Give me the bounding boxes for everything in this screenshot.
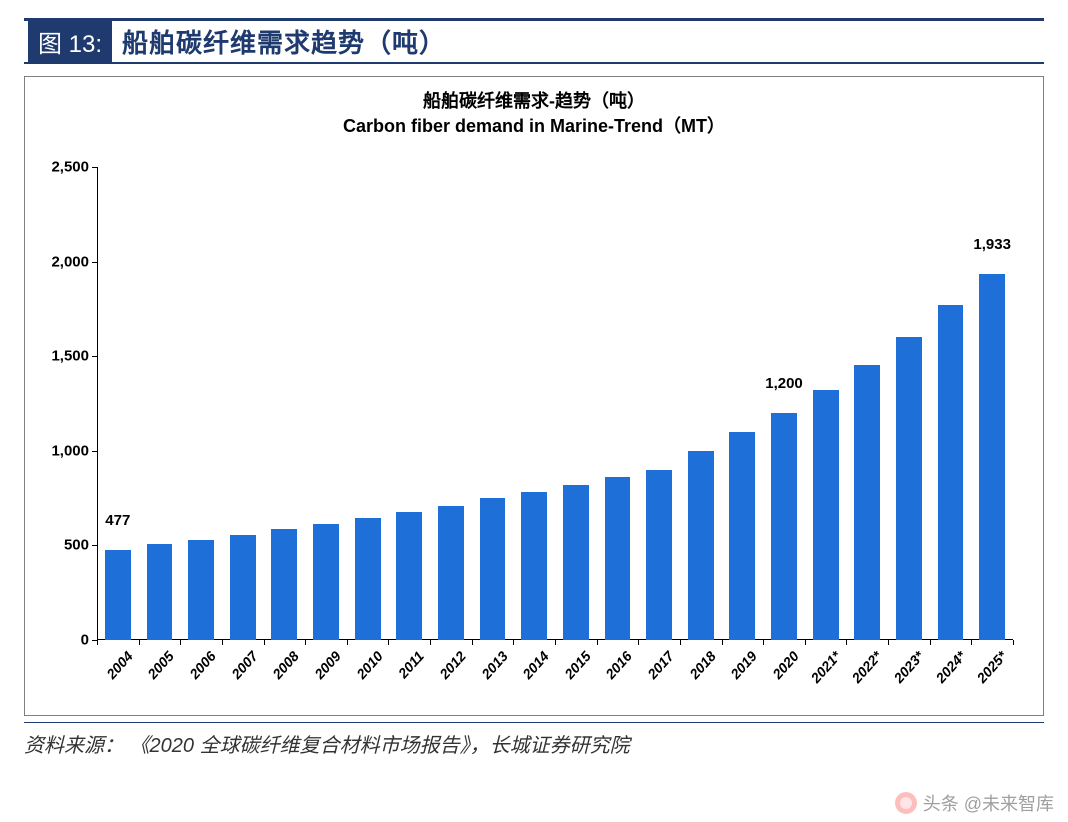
bar [105,550,131,640]
watermark-text: 头条 @未来智库 [923,790,1054,816]
x-axis-label: 2005 [145,648,178,682]
x-axis-label: 2004 [103,648,136,682]
figure-title: 船舶碳纤维需求趋势（吨） [122,23,446,60]
bar [230,535,256,640]
bar [813,390,839,640]
x-axis-label: 2010 [353,648,386,682]
x-tick [472,640,473,645]
source-prefix: 资料来源： [24,735,124,757]
bar [271,529,297,640]
bar-value-label: 477 [105,512,130,529]
y-axis-label: 1,500 [51,348,89,365]
x-axis-label: 2021* [807,648,843,686]
x-axis-label: 2023* [890,648,926,686]
watermark: 头条 @未来智库 [895,790,1054,816]
figure-header: 图 13: 船舶碳纤维需求趋势（吨） [24,18,1044,64]
x-tick [930,640,931,645]
x-axis-label: 2022* [849,648,885,686]
x-tick [347,640,348,645]
bar [396,512,422,640]
y-tick [92,545,97,546]
x-tick [513,640,514,645]
y-tick [92,167,97,168]
x-tick [763,640,764,645]
x-axis-label: 2011 [395,648,427,681]
x-tick [139,640,140,645]
bar [313,524,339,640]
watermark-icon [895,792,917,814]
source-text: 《2020 全球碳纤维复合材料市场报告》，长城证券研究院 [130,735,630,757]
bar [688,451,714,640]
x-tick [722,640,723,645]
x-axis-label: 2008 [270,648,303,682]
bar [188,540,214,640]
bar [729,432,755,640]
bar [938,305,964,640]
source-line-wrap: 资料来源： 《2020 全球碳纤维复合材料市场报告》，长城证券研究院 [24,722,1044,758]
x-axis-label: 2007 [228,648,261,682]
figure-number-badge: 图 13: [28,20,112,63]
y-tick [92,451,97,452]
bars-layer [97,167,1013,640]
bar [480,498,506,640]
bar [147,544,173,640]
x-axis-label: 2006 [186,648,219,682]
x-tick [388,640,389,645]
y-axis-label: 2,000 [51,253,89,270]
x-tick [555,640,556,645]
bar [896,337,922,640]
bar [438,506,464,640]
source-line: 资料来源： 《2020 全球碳纤维复合材料市场报告》，长城证券研究院 [24,729,1044,758]
x-tick [305,640,306,645]
bar-value-label: 1,933 [973,236,1011,253]
x-tick [1013,640,1014,645]
bar [646,470,672,640]
x-tick [638,640,639,645]
x-axis-label: 2019 [728,648,761,682]
x-tick [680,640,681,645]
chart-title-block: 船舶碳纤维需求-趋势（吨） Carbon fiber demand in Mar… [25,77,1043,139]
x-tick [264,640,265,645]
y-axis-label: 500 [64,537,89,554]
y-axis-label: 1,000 [51,442,89,459]
chart-title-cn: 船舶碳纤维需求-趋势（吨） [25,89,1043,114]
x-axis-label: 2009 [311,648,344,682]
bar [605,477,631,640]
bar [355,518,381,640]
x-axis-label: 2013 [478,648,511,682]
x-axis-label: 2015 [561,648,594,682]
x-tick [180,640,181,645]
bar [563,485,589,640]
bar [771,413,797,640]
x-tick [97,640,98,645]
x-axis-label: 2012 [436,648,469,682]
x-axis-label: 2014 [519,648,552,682]
y-axis-label: 2,500 [51,159,89,176]
bar [521,492,547,640]
x-axis-label: 2016 [603,648,636,682]
x-tick [846,640,847,645]
y-tick [92,262,97,263]
x-axis-label: 2018 [686,648,719,682]
x-axis-label: 2020 [769,648,802,682]
plot-area: 05001,0001,5002,0002,5002004200520062007… [97,167,1013,640]
bar [979,274,1005,640]
bar [854,365,880,640]
x-tick [430,640,431,645]
x-tick [222,640,223,645]
bar-value-label: 1,200 [765,375,803,392]
x-axis-label: 2017 [644,648,677,682]
x-tick [971,640,972,645]
chart-title-en: Carbon fiber demand in Marine-Trend（MT） [25,114,1043,139]
x-tick [805,640,806,645]
x-tick [597,640,598,645]
y-axis-label: 0 [81,632,89,649]
x-axis-label: 2024* [932,648,968,686]
x-axis-label: 2025* [974,648,1010,686]
chart-container: 船舶碳纤维需求-趋势（吨） Carbon fiber demand in Mar… [24,76,1044,716]
y-tick [92,356,97,357]
x-tick [888,640,889,645]
